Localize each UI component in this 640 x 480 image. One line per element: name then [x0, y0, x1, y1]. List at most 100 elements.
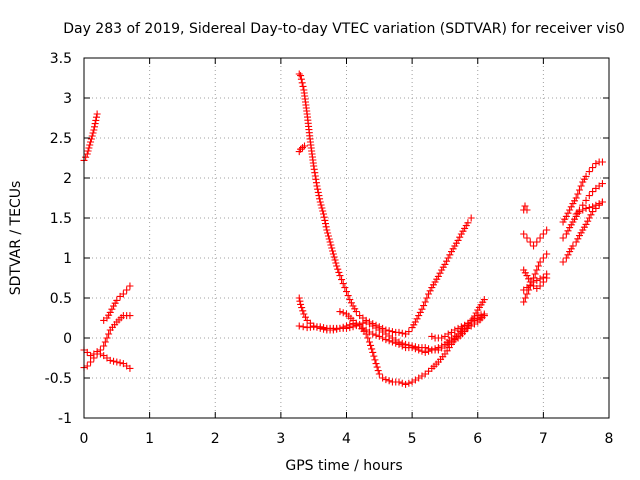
data-point	[589, 203, 597, 211]
data-point	[566, 206, 574, 214]
data-point	[539, 273, 547, 281]
data-point	[332, 259, 340, 267]
data-point	[339, 309, 347, 317]
data-point	[564, 227, 572, 235]
series-arc-13	[520, 226, 551, 250]
y-tick-label: 0	[63, 331, 72, 347]
data-point	[315, 192, 323, 200]
data-point	[326, 238, 334, 246]
data-point	[559, 234, 567, 242]
data-point	[331, 256, 339, 264]
data-point	[344, 292, 352, 300]
data-point	[467, 318, 475, 326]
data-point	[525, 275, 533, 283]
data-point	[316, 198, 324, 206]
data-point	[418, 347, 426, 355]
data-point	[126, 282, 134, 290]
data-point	[426, 287, 434, 295]
data-point	[398, 379, 406, 387]
data-point	[405, 328, 413, 336]
data-point	[334, 265, 342, 273]
data-point	[521, 202, 529, 210]
data-point	[301, 313, 309, 321]
data-point	[320, 213, 328, 221]
data-point	[113, 358, 121, 366]
data-point	[314, 185, 322, 193]
series-arc-4	[100, 282, 134, 324]
data-point	[298, 79, 306, 87]
x-axis-label: GPS time / hours	[285, 458, 402, 474]
data-point	[83, 348, 91, 356]
data-point	[85, 144, 93, 152]
data-point	[86, 141, 94, 149]
data-point	[543, 250, 551, 258]
data-point	[375, 370, 383, 378]
data-point	[372, 360, 380, 368]
data-point	[480, 296, 488, 304]
data-point	[108, 305, 116, 313]
data-point	[87, 138, 95, 146]
data-point	[595, 200, 603, 208]
data-point	[335, 268, 343, 276]
series-arc-6	[295, 142, 308, 156]
data-point	[444, 254, 452, 262]
data-point	[336, 272, 344, 280]
data-point	[395, 378, 403, 386]
data-point	[564, 209, 572, 217]
data-point	[324, 229, 332, 237]
data-point	[329, 247, 337, 255]
data-point	[582, 196, 590, 204]
x-tick-label: 6	[473, 431, 482, 447]
data-point	[536, 258, 544, 266]
data-point	[369, 348, 377, 356]
data-point	[297, 75, 305, 83]
data-point	[582, 220, 590, 228]
series-arc-3	[80, 346, 134, 372]
x-tick-label: 0	[80, 431, 89, 447]
data-point	[322, 220, 329, 228]
data-point	[343, 288, 350, 296]
data-point	[297, 300, 305, 308]
data-point	[520, 230, 528, 238]
data-point	[295, 322, 303, 330]
data-point	[425, 290, 433, 298]
data-point	[431, 345, 439, 353]
data-point	[84, 147, 92, 155]
data-point	[379, 334, 387, 342]
y-tick-label: 3	[63, 91, 72, 107]
data-point	[398, 329, 406, 337]
data-point	[100, 342, 108, 350]
data-point	[113, 296, 121, 304]
data-point	[526, 281, 534, 289]
data-point	[314, 188, 322, 196]
data-point	[533, 238, 541, 246]
data-point	[526, 238, 534, 246]
data-point	[352, 308, 360, 316]
y-tick-label: 0.5	[50, 291, 72, 307]
data-point	[530, 242, 538, 250]
data-point	[585, 192, 593, 200]
axis-ticks	[83, 57, 610, 419]
data-point	[420, 302, 428, 310]
data-point	[472, 309, 480, 317]
x-tick-label: 4	[342, 431, 351, 447]
data-point	[572, 238, 580, 246]
data-point	[587, 211, 595, 219]
data-point	[375, 332, 383, 340]
data-point	[480, 312, 488, 320]
data-point	[374, 367, 382, 375]
data-point	[299, 82, 307, 90]
data-point	[123, 286, 131, 294]
data-point	[388, 338, 396, 346]
data-point	[520, 298, 528, 306]
y-tick-label: -0.5	[45, 371, 72, 387]
data-point	[579, 206, 587, 214]
data-point	[316, 323, 324, 331]
data-point	[87, 358, 95, 366]
data-point	[385, 337, 393, 345]
data-point	[364, 334, 372, 342]
data-point	[446, 251, 454, 259]
data-point	[318, 204, 326, 212]
data-point	[569, 242, 577, 250]
